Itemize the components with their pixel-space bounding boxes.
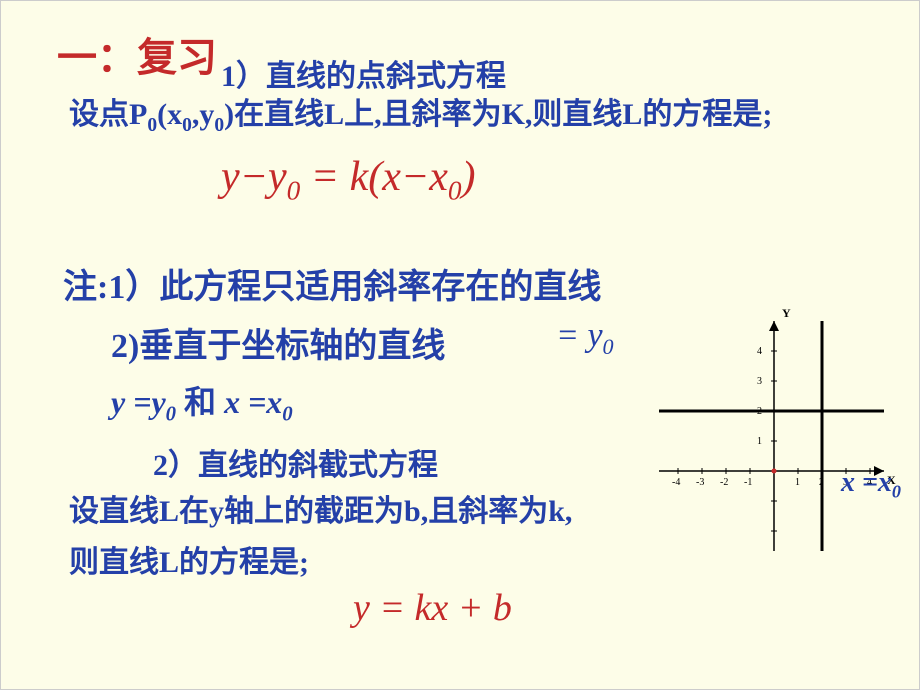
y-arrow-icon xyxy=(769,321,779,331)
eqyy0-l: = y xyxy=(556,317,603,354)
sub-zero: 0 xyxy=(166,402,176,425)
svg-text:1: 1 xyxy=(757,436,762,447)
eq1-right: ) xyxy=(462,154,476,200)
eq1-mid: = k(x−x xyxy=(311,154,448,200)
p1-d: )在直线L上,且斜率为K,则直线L的方程是; xyxy=(224,98,772,131)
svg-text:-4: -4 xyxy=(672,477,680,488)
sub-zero: 0 xyxy=(182,115,192,136)
eq3-y: y =y xyxy=(111,384,166,420)
equation-point-slope: y−y0 = k(x−x0) xyxy=(221,153,919,206)
sub-zero: 0 xyxy=(892,482,901,502)
origin-dot-icon xyxy=(772,469,777,474)
sub-zero: 0 xyxy=(603,334,614,359)
sub-zero: 0 xyxy=(282,402,292,425)
p1-c: ,y xyxy=(192,98,215,131)
equation-slope-intercept: y = kx + b xyxy=(353,586,512,630)
p2-line1: 设直线L在y轴上的截距为b,且斜率为k, xyxy=(69,495,572,528)
y-label: Y xyxy=(782,306,791,320)
svg-text:-3: -3 xyxy=(696,477,704,488)
svg-text:-2: -2 xyxy=(720,477,728,488)
sub-zero: 0 xyxy=(448,176,462,206)
coordinate-graph: Y X 4 3 2 1 -4 -3 -2 -1 1 2 3 4 xyxy=(649,301,899,561)
p2-line2: 则直线L的方程是; xyxy=(69,546,309,579)
sub-zero: 0 xyxy=(147,115,157,136)
subheading-1: 1）直线的点斜式方程 xyxy=(221,51,919,95)
sub-zero: 0 xyxy=(214,115,224,136)
p1-b: (x xyxy=(157,98,182,131)
p1-a: 设点P xyxy=(69,98,147,131)
eq3-mid: 和 xyxy=(184,384,224,420)
note1-text: 注:1）此方程只适用斜率存在的直线 xyxy=(63,269,601,306)
svg-text:1: 1 xyxy=(795,477,800,488)
eq1-left: y−y xyxy=(221,154,287,200)
note2-prefix: 2)垂直于坐标轴的直线 xyxy=(111,328,445,365)
equation-y-y0-overlay: = y0 xyxy=(556,317,614,360)
svg-text:-1: -1 xyxy=(744,477,752,488)
svg-text:3: 3 xyxy=(757,376,762,387)
sub-zero: 0 xyxy=(287,176,301,206)
eq3-x: x =x xyxy=(224,384,282,420)
xx0-l: x =x xyxy=(841,467,892,498)
svg-text:4: 4 xyxy=(757,346,762,357)
paragraph-1: 设点P0(x0,y0)在直线L上,且斜率为K,则直线L的方程是; xyxy=(69,95,869,139)
equation-x-x0-label: x =x0 xyxy=(841,467,901,503)
